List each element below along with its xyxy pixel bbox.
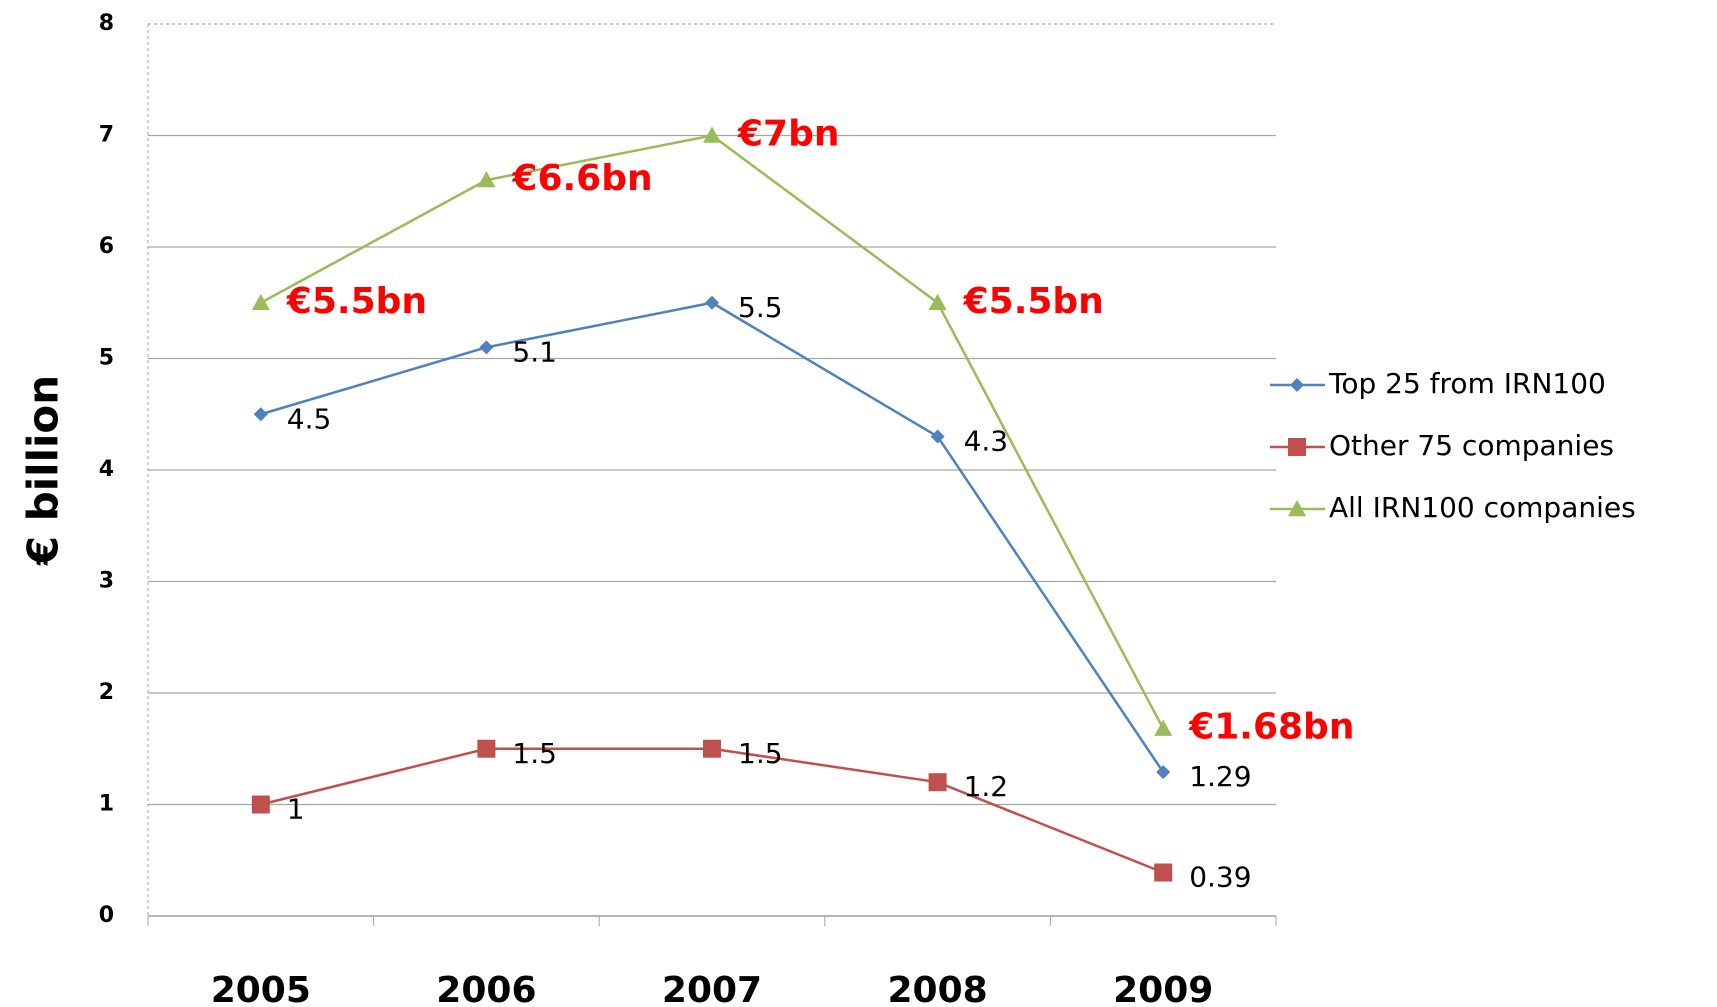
marker — [705, 295, 719, 310]
x-tick-label: 2007 — [662, 970, 762, 1007]
y-tick-label: 5 — [99, 346, 114, 371]
value-label: 1.29 — [1189, 760, 1251, 793]
value-label: 1.5 — [512, 737, 557, 770]
y-tick-label: 7 — [99, 123, 114, 148]
value-label: 1.5 — [738, 737, 783, 770]
marker — [703, 126, 721, 143]
marker — [1154, 863, 1173, 882]
marker — [928, 293, 947, 310]
marker — [479, 340, 494, 355]
value-label: 1.2 — [964, 770, 1009, 803]
series-line — [260, 134, 1165, 730]
marker — [251, 293, 270, 310]
value-label: €7bn — [737, 114, 840, 155]
marker — [253, 407, 268, 422]
value-label: €5.5bn — [286, 281, 427, 322]
value-label: €6.6bn — [511, 158, 652, 199]
y-tick-label: 3 — [99, 569, 114, 594]
legend-label: Other 75 companies — [1329, 429, 1614, 462]
x-tick-label: 2009 — [1113, 970, 1213, 1007]
marker — [930, 429, 945, 444]
value-label: 4.5 — [287, 402, 332, 435]
y-tick-label: 2 — [99, 680, 114, 705]
marker — [477, 171, 496, 188]
marker — [1156, 765, 1171, 780]
y-axis-label: € billion — [19, 375, 68, 566]
y-tick-label: 1 — [99, 792, 114, 817]
value-label: €5.5bn — [963, 281, 1104, 322]
value-label: €1.68bn — [1188, 707, 1354, 748]
value-label: 5.1 — [512, 335, 557, 368]
legend-label: Top 25 from IRN100 — [1328, 367, 1606, 400]
marker — [1288, 500, 1306, 517]
marker — [251, 795, 270, 814]
marker — [1154, 719, 1173, 736]
x-tick-label: 2005 — [211, 970, 311, 1007]
y-tick-label: 8 — [99, 11, 114, 36]
y-tick-label: 6 — [99, 234, 114, 259]
x-tick-label: 2008 — [887, 970, 987, 1007]
marker — [928, 773, 947, 792]
marker — [477, 739, 496, 758]
marker — [1290, 378, 1304, 392]
y-tick-label: 0 — [99, 903, 114, 928]
value-label: 4.3 — [964, 425, 1009, 458]
value-label: 0.39 — [1189, 861, 1251, 894]
value-label: 1 — [287, 793, 305, 826]
y-tick-label: 4 — [99, 457, 114, 482]
series-line — [260, 301, 1165, 773]
marker — [703, 739, 721, 758]
x-tick-label: 2006 — [436, 970, 536, 1007]
value-label: 5.5 — [738, 291, 783, 324]
legend-label: All IRN100 companies — [1329, 491, 1636, 524]
marker — [1288, 438, 1306, 456]
series-line — [260, 747, 1164, 874]
